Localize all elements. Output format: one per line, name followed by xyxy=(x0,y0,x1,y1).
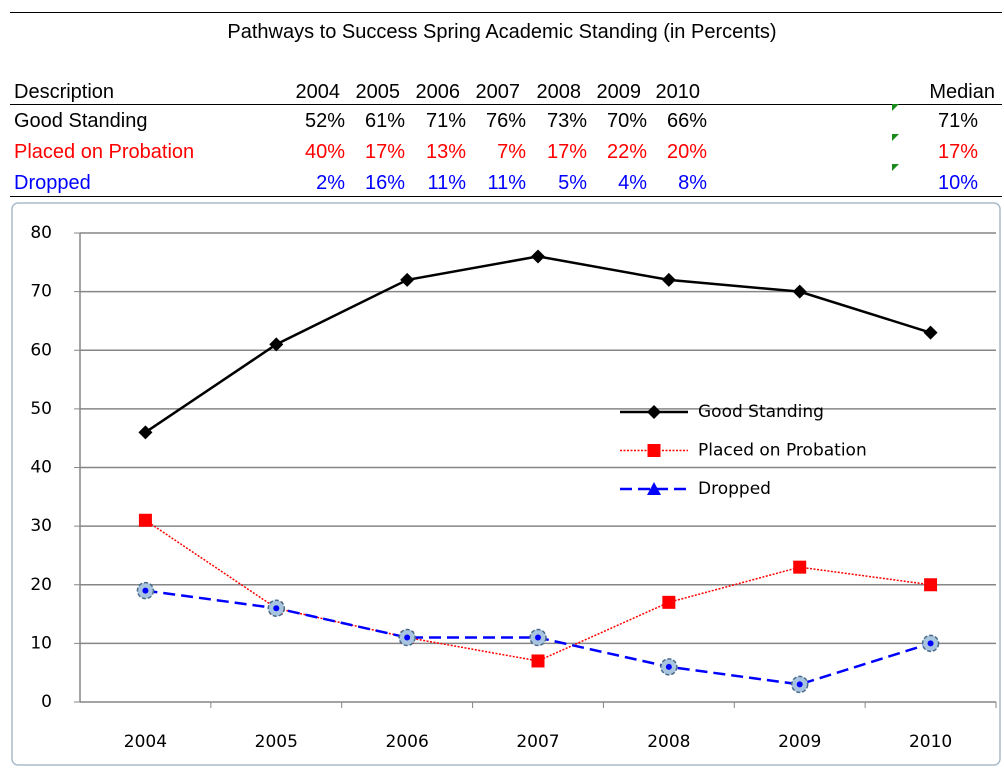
table-cell: 73% xyxy=(546,110,587,132)
x-tick-label: 2009 xyxy=(778,732,821,752)
table-cell: 71% xyxy=(425,110,466,132)
table-cell: 2% xyxy=(316,172,345,194)
table-cell: 76% xyxy=(485,110,526,132)
cell-indicator xyxy=(892,134,899,141)
x-tick-label: 2005 xyxy=(255,732,298,752)
border xyxy=(10,196,1002,197)
table-cell: Placed on Probation xyxy=(14,141,195,163)
y-tick-label: 30 xyxy=(30,516,52,536)
y-tick-label: 40 xyxy=(30,458,52,478)
table-cell: 11% xyxy=(427,172,466,194)
column-header: Median xyxy=(929,81,995,103)
table-cell: 11% xyxy=(487,172,526,194)
marker xyxy=(923,325,938,340)
y-tick-label: 80 xyxy=(30,223,52,243)
legend-label: Placed on Probation xyxy=(698,441,867,461)
y-tick-label: 0 xyxy=(41,692,52,712)
table-cell: Good Standing xyxy=(14,110,148,132)
marker xyxy=(531,654,545,668)
table-cell: 70% xyxy=(606,110,647,132)
table-cell: 8% xyxy=(678,172,707,194)
marker-dot xyxy=(796,681,803,688)
marker-dot xyxy=(665,663,672,670)
cell-indicator xyxy=(892,164,899,171)
table-cell: 13% xyxy=(425,141,466,163)
y-tick-label: 60 xyxy=(30,340,52,360)
table-cell: 5% xyxy=(558,172,587,194)
marker-dot xyxy=(273,605,280,612)
table-cell: 17% xyxy=(937,141,978,163)
table-cell: 22% xyxy=(606,141,647,163)
table-cell: 4% xyxy=(618,172,647,194)
marker xyxy=(138,425,153,440)
marker-dot xyxy=(535,634,541,641)
column-header: 2006 xyxy=(415,81,461,103)
table-cell: 71% xyxy=(937,110,978,132)
marker xyxy=(793,560,807,574)
cell-indicator xyxy=(892,104,899,111)
marker-dot xyxy=(927,640,934,647)
table-cell: 7% xyxy=(497,141,526,163)
x-tick-label: 2010 xyxy=(909,732,952,752)
marker xyxy=(924,578,938,592)
y-tick-label: 20 xyxy=(30,575,52,595)
column-header: 2008 xyxy=(536,81,582,103)
table-cell: 10% xyxy=(937,172,978,194)
column-header: 2005 xyxy=(355,81,401,103)
table-cell: 61% xyxy=(364,110,405,132)
table-cell: 52% xyxy=(304,110,345,132)
marker xyxy=(269,337,284,352)
marker-dot xyxy=(404,634,411,641)
x-tick-label: 2008 xyxy=(647,732,690,752)
y-tick-label: 10 xyxy=(30,633,52,653)
legend-label: Good Standing xyxy=(698,402,824,422)
column-header: 2009 xyxy=(596,81,642,103)
marker xyxy=(661,272,676,287)
x-tick-label: 2007 xyxy=(516,732,559,752)
table-cell: Dropped xyxy=(14,172,91,194)
marker-dot xyxy=(142,587,149,594)
border xyxy=(10,12,1002,13)
column-header: 2004 xyxy=(295,81,341,103)
border xyxy=(10,104,1002,105)
x-tick-label: 2004 xyxy=(124,732,167,752)
marker xyxy=(138,513,152,527)
marker xyxy=(647,482,661,495)
y-tick-label: 50 xyxy=(30,399,52,419)
table-cell: 17% xyxy=(364,141,405,163)
x-tick-label: 2006 xyxy=(386,732,429,752)
legend-label: Dropped xyxy=(698,479,771,499)
column-header: Description xyxy=(14,81,115,103)
table-cell: 66% xyxy=(666,110,707,132)
marker xyxy=(792,284,807,299)
table-cell: 16% xyxy=(364,172,405,194)
sheet-title: Pathways to Success Spring Academic Stan… xyxy=(227,21,777,43)
column-header: 2007 xyxy=(475,81,521,103)
y-tick-label: 70 xyxy=(30,282,52,302)
column-header: 2010 xyxy=(655,81,701,103)
marker xyxy=(662,595,676,609)
table-cell: 20% xyxy=(666,141,707,163)
chart-frame xyxy=(11,202,1001,766)
table-cell: 40% xyxy=(304,141,345,163)
marker xyxy=(647,444,661,457)
marker xyxy=(400,272,415,287)
table-cell: 17% xyxy=(546,141,587,163)
marker xyxy=(647,405,661,419)
marker xyxy=(531,249,545,264)
